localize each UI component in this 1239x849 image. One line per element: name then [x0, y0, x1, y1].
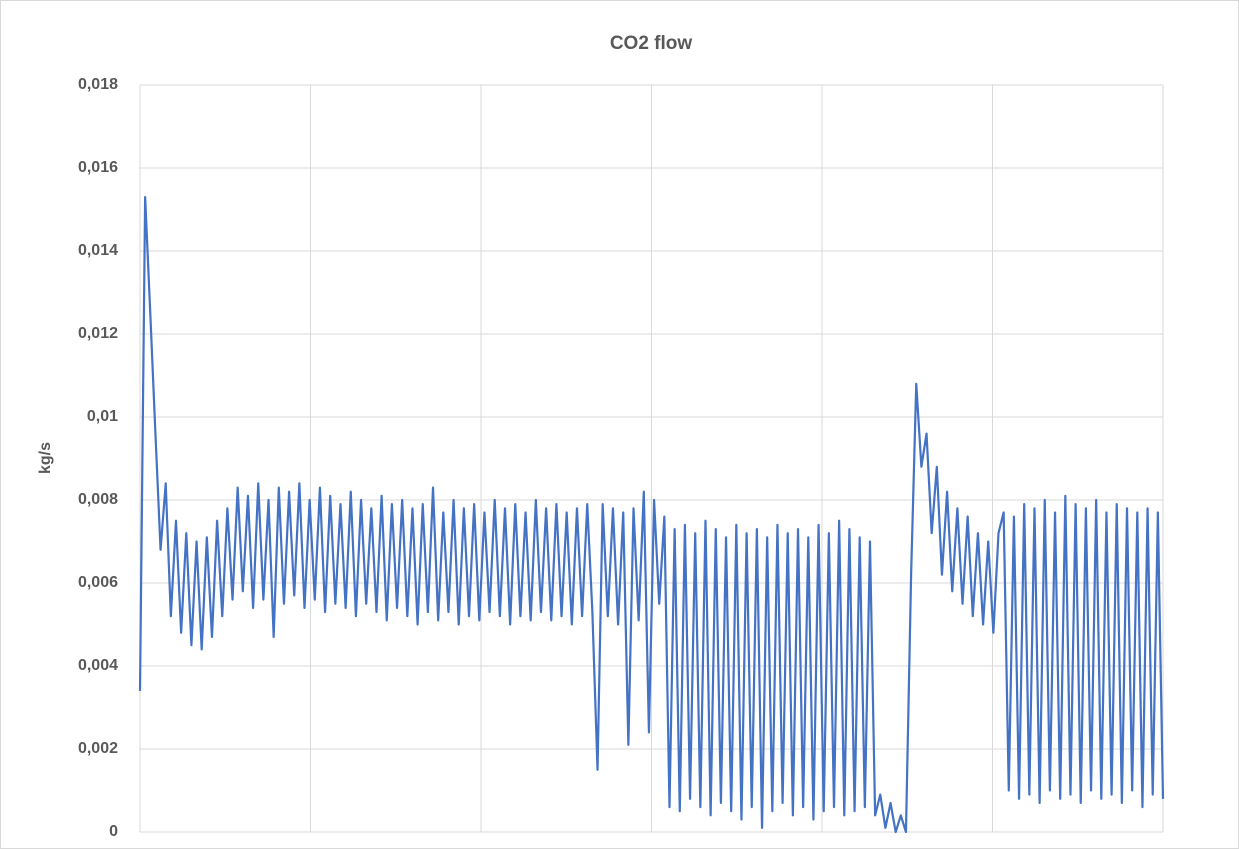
y-tick-label: 0,012	[78, 325, 118, 342]
chart-title: CO2 flow	[610, 33, 693, 54]
y-tick-label: 0,014	[78, 242, 118, 259]
y-tick-label: 0,008	[78, 491, 118, 508]
y-tick-label: 0,018	[78, 76, 118, 93]
y-tick-label: 0,002	[78, 740, 118, 757]
y-tick-label: 0,006	[78, 574, 118, 591]
y-axis-label: kg/s	[37, 442, 54, 474]
data-line	[138, 195, 1165, 834]
y-tick-label: 0,01	[87, 408, 118, 425]
y-tick-label: 0,004	[78, 657, 118, 674]
y-tick-label: 0,016	[78, 159, 118, 176]
y-tick-label: 0	[109, 823, 118, 840]
